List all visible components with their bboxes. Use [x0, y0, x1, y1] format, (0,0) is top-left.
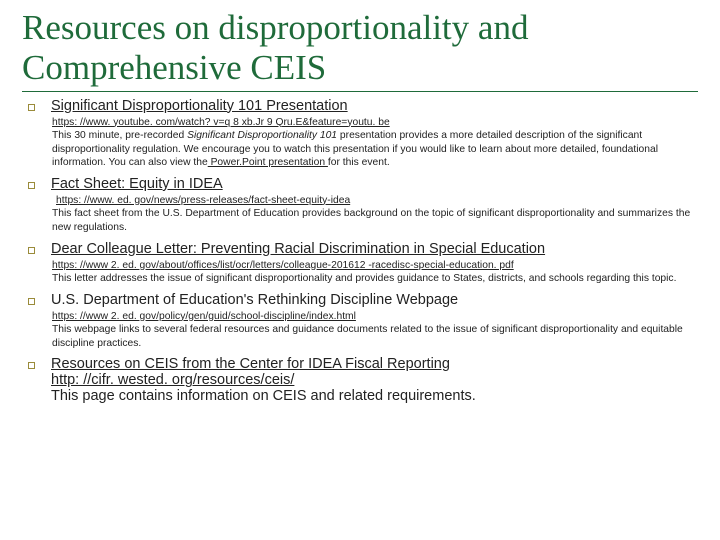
resource-heading[interactable]: Resources on CEIS from the Center for ID…: [51, 356, 476, 372]
slide-title: Resources on disproportionality and Comp…: [22, 8, 698, 89]
resource-item: Fact Sheet: Equity in IDEA https: //www. …: [22, 176, 698, 235]
resource-url-heading[interactable]: http: //cifr. wested. org/resources/ceis…: [51, 372, 476, 388]
resource-heading[interactable]: Dear Colleague Letter: Preventing Racial…: [51, 241, 545, 257]
resource-body: https: //www. youtube. com/watch? v=q 8 …: [52, 116, 698, 170]
resource-heading[interactable]: Fact Sheet: Equity in IDEA: [51, 176, 223, 192]
title-rule: [22, 91, 698, 92]
resource-desc: This page contains information on CEIS a…: [51, 388, 476, 404]
resource-body: https: //www 2. ed. gov/policy/gen/guid/…: [52, 310, 698, 351]
resource-item: Dear Colleague Letter: Preventing Racial…: [22, 241, 698, 286]
bullet-icon: [28, 247, 35, 254]
resource-item: Resources on CEIS from the Center for ID…: [22, 356, 698, 404]
resource-item: Significant Disproportionality 101 Prese…: [22, 98, 698, 170]
inline-link[interactable]: Power.Point presentation: [208, 157, 328, 168]
resource-body: https: //www 2. ed. gov/about/offices/li…: [52, 259, 698, 286]
italic-title: Significant Disproportionality 101: [187, 130, 337, 141]
resource-url[interactable]: https: //www. youtube. com/watch? v=q 8 …: [52, 117, 390, 128]
resource-url[interactable]: https: //www. ed. gov/news/press-release…: [56, 195, 350, 206]
bullet-icon: [28, 182, 35, 189]
resource-heading[interactable]: U.S. Department of Education's Rethinkin…: [51, 292, 458, 308]
resource-item: U.S. Department of Education's Rethinkin…: [22, 292, 698, 351]
resource-url[interactable]: https: //www 2. ed. gov/about/offices/li…: [52, 260, 514, 271]
bullet-icon: [28, 104, 35, 111]
resource-body: https: //www. ed. gov/news/press-release…: [52, 194, 698, 235]
resource-heading[interactable]: Significant Disproportionality 101 Prese…: [51, 98, 348, 114]
bullet-icon: [28, 362, 35, 369]
resource-url[interactable]: https: //www 2. ed. gov/policy/gen/guid/…: [52, 311, 356, 322]
bullet-icon: [28, 298, 35, 305]
